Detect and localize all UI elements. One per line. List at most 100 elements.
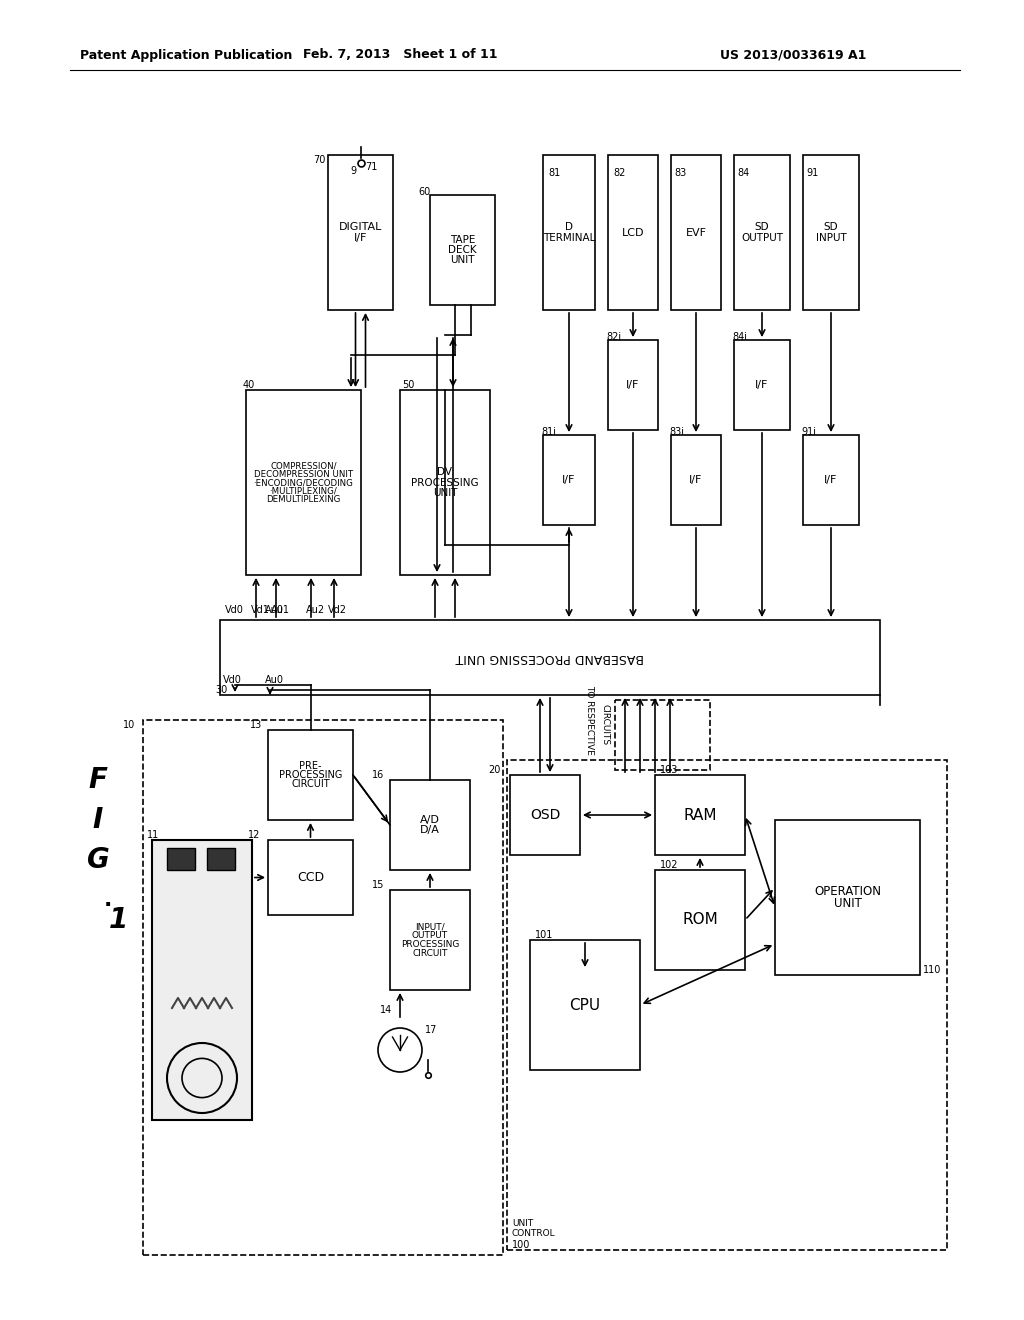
FancyBboxPatch shape	[608, 341, 658, 430]
Text: OUTPUT: OUTPUT	[412, 931, 449, 940]
Text: 82i: 82i	[606, 333, 622, 342]
Text: 10: 10	[123, 719, 135, 730]
FancyBboxPatch shape	[671, 154, 721, 310]
Text: CIRCUIT: CIRCUIT	[413, 949, 447, 958]
Text: 17: 17	[425, 1026, 437, 1035]
Text: DV: DV	[437, 467, 453, 478]
Text: LCD: LCD	[622, 227, 644, 238]
Text: SD: SD	[755, 223, 769, 232]
Text: .: .	[103, 890, 113, 909]
FancyBboxPatch shape	[430, 195, 495, 305]
Text: Au2: Au2	[306, 605, 326, 615]
FancyBboxPatch shape	[207, 847, 234, 870]
FancyBboxPatch shape	[655, 775, 745, 855]
FancyBboxPatch shape	[655, 870, 745, 970]
FancyBboxPatch shape	[268, 730, 353, 820]
Text: UNIT: UNIT	[834, 896, 861, 909]
FancyBboxPatch shape	[268, 840, 353, 915]
Text: ROM: ROM	[682, 912, 718, 928]
Text: 100: 100	[512, 1239, 530, 1250]
Text: 81: 81	[548, 168, 560, 178]
Text: CPU: CPU	[569, 998, 600, 1012]
FancyBboxPatch shape	[734, 154, 790, 310]
FancyBboxPatch shape	[246, 389, 361, 576]
Text: 60: 60	[418, 187, 430, 197]
Text: 20: 20	[488, 766, 501, 775]
FancyBboxPatch shape	[510, 775, 580, 855]
Text: G: G	[87, 846, 110, 874]
Text: PROCESSING: PROCESSING	[279, 770, 342, 780]
Text: DECOMPRESSION UNIT: DECOMPRESSION UNIT	[254, 470, 353, 479]
FancyBboxPatch shape	[608, 154, 658, 310]
Text: 83i: 83i	[669, 426, 684, 437]
Text: 13: 13	[250, 719, 262, 730]
Text: UNIT: UNIT	[451, 255, 475, 265]
Text: 110: 110	[923, 965, 941, 975]
Text: 12: 12	[248, 830, 260, 840]
Text: Au1: Au1	[271, 605, 290, 615]
Text: D/A: D/A	[420, 825, 440, 836]
Text: I: I	[93, 807, 103, 834]
Text: 14: 14	[380, 1005, 392, 1015]
Text: Feb. 7, 2013   Sheet 1 of 11: Feb. 7, 2013 Sheet 1 of 11	[303, 49, 498, 62]
Text: 103: 103	[660, 766, 678, 775]
Text: Vd2: Vd2	[328, 605, 347, 615]
FancyBboxPatch shape	[803, 436, 859, 525]
FancyBboxPatch shape	[803, 154, 859, 310]
Text: 91: 91	[806, 168, 818, 178]
Bar	[507, 760, 947, 1250]
Text: 84: 84	[737, 168, 750, 178]
Text: 40: 40	[243, 380, 255, 389]
Text: DEMULTIPLEXING: DEMULTIPLEXING	[266, 495, 341, 504]
Text: TAPE: TAPE	[450, 235, 475, 246]
Text: D: D	[565, 223, 573, 232]
FancyBboxPatch shape	[220, 620, 880, 696]
Text: I/F: I/F	[756, 380, 769, 389]
Text: RAM: RAM	[683, 808, 717, 822]
FancyBboxPatch shape	[328, 154, 393, 310]
Text: Au0: Au0	[265, 675, 284, 685]
Text: US 2013/0033619 A1: US 2013/0033619 A1	[720, 49, 866, 62]
Text: CIRCUIT: CIRCUIT	[291, 779, 330, 789]
Text: 82: 82	[613, 168, 626, 178]
Text: 101: 101	[535, 931, 553, 940]
Text: 83: 83	[674, 168, 686, 178]
Text: CCD: CCD	[297, 871, 324, 884]
Text: 71: 71	[366, 162, 378, 172]
Text: Patent Application Publication: Patent Application Publication	[80, 49, 293, 62]
FancyBboxPatch shape	[543, 154, 595, 310]
Text: ·MULTIPLEXING/: ·MULTIPLEXING/	[269, 486, 337, 495]
Text: INPUT/: INPUT/	[415, 923, 444, 932]
Text: Au0: Au0	[265, 605, 284, 615]
FancyBboxPatch shape	[400, 389, 490, 576]
Text: TO RESPECTIVE: TO RESPECTIVE	[586, 685, 595, 755]
Text: UNIT: UNIT	[433, 487, 458, 498]
Text: 15: 15	[372, 880, 384, 890]
Text: OPERATION: OPERATION	[814, 886, 881, 899]
Text: 50: 50	[402, 380, 415, 389]
Text: 70: 70	[313, 154, 326, 165]
Text: UNIT: UNIT	[512, 1218, 534, 1228]
Text: CONTROL: CONTROL	[512, 1229, 556, 1238]
Text: 9: 9	[350, 166, 356, 176]
Text: OSD: OSD	[529, 808, 560, 822]
Text: PROCESSING: PROCESSING	[400, 940, 459, 949]
Text: I/F: I/F	[627, 380, 640, 389]
Text: Vd0: Vd0	[225, 605, 244, 615]
Text: A/D: A/D	[420, 814, 440, 825]
Text: I/F: I/F	[824, 475, 838, 484]
Text: DECK: DECK	[449, 246, 477, 255]
Text: TERMINAL: TERMINAL	[543, 232, 595, 243]
FancyBboxPatch shape	[167, 847, 195, 870]
Text: 16: 16	[372, 770, 384, 780]
Text: I/F: I/F	[562, 475, 575, 484]
Text: CIRCUITS: CIRCUITS	[600, 705, 609, 746]
Text: ·ENCODING/DECODING: ·ENCODING/DECODING	[254, 478, 353, 487]
FancyBboxPatch shape	[390, 890, 470, 990]
Text: 102: 102	[660, 861, 679, 870]
FancyBboxPatch shape	[734, 341, 790, 430]
Text: BASEBAND PROCESSING UNIT: BASEBAND PROCESSING UNIT	[456, 651, 644, 664]
Text: 84i: 84i	[732, 333, 746, 342]
Text: Vd0: Vd0	[223, 675, 242, 685]
FancyBboxPatch shape	[152, 840, 252, 1119]
